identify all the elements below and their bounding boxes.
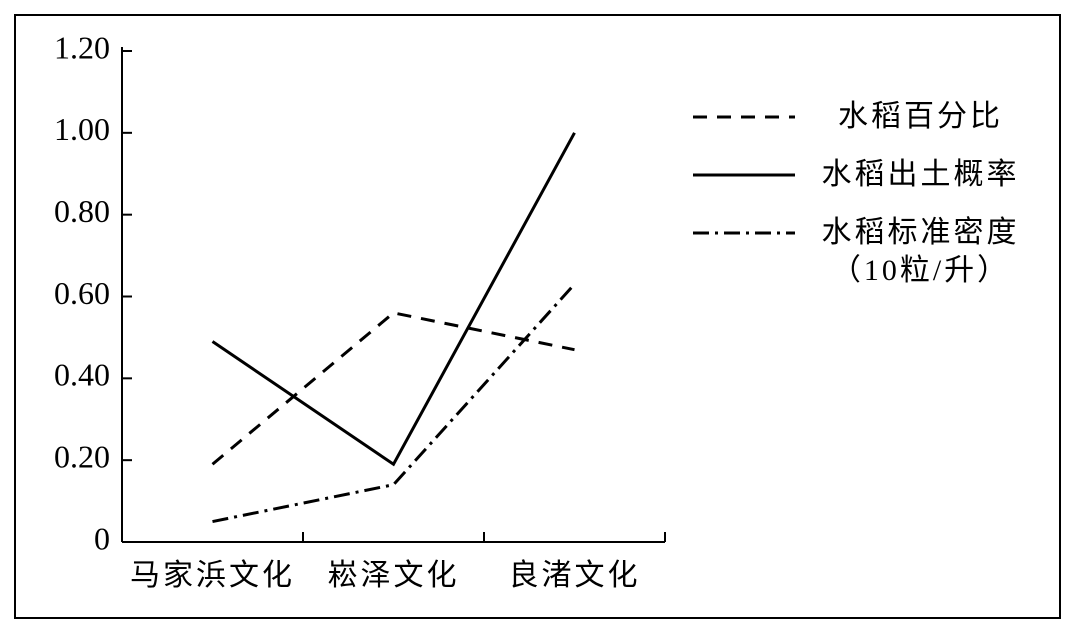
legend-label: 水稻百分比 (838, 100, 1003, 133)
y-tick-label: 0.40 (54, 357, 110, 393)
frame (14, 14, 1061, 619)
y-tick-label: 0 (94, 520, 110, 556)
legend-label: 水稻出土概率 (821, 158, 1020, 191)
x-tick-label: 良渚文化 (509, 559, 641, 592)
x-tick-label: 马家浜文化 (130, 559, 295, 592)
series-line (212, 283, 576, 524)
series-line (211, 311, 575, 466)
y-tick-label: 0.20 (54, 439, 110, 475)
y-tick-label: 1.20 (54, 29, 110, 65)
series-line (211, 132, 576, 467)
y-tick-label: 1.00 (54, 111, 110, 147)
y-tick-label: 0.60 (54, 275, 110, 311)
x-tick-label: 崧泽文化 (328, 559, 460, 592)
legend-label: 水稻标准密度（10粒/升） (821, 216, 1020, 287)
y-tick-label: 0.80 (54, 193, 110, 229)
